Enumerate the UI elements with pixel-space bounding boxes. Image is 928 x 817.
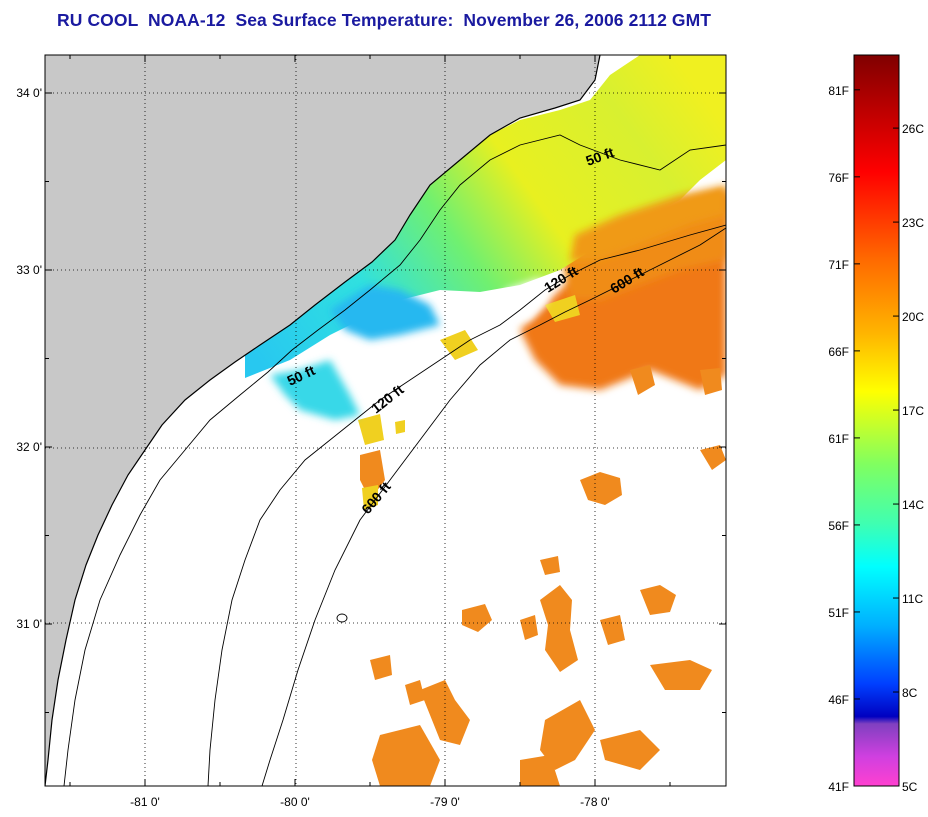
yellow-patches: [358, 295, 580, 510]
colorbar-f-label: 81F: [828, 84, 849, 98]
colorbar-c-label: 20C: [902, 310, 924, 324]
lon-tick-label: -80 0': [280, 795, 310, 809]
colorbar-f-label: 51F: [828, 606, 849, 620]
colorbar-c-label: 11C: [902, 592, 923, 606]
axis-ticks: 34 0' 33 0' 32 0' 31 0' -81 0' -80 0' -79 0' -7…: [16, 55, 726, 809]
contour-600ft: [261, 227, 726, 786]
lon-tick-label: -81 0': [130, 795, 160, 809]
colorbar-c-label: 23C: [902, 216, 924, 230]
contour-120ft: [207, 224, 726, 786]
lon-tick-label: -79 0': [430, 795, 460, 809]
coastline: [45, 55, 601, 786]
scattered-warm-patches: [360, 365, 726, 786]
colorbar-f-label: 61F: [828, 432, 849, 446]
map-title: RU COOL NOAA-12 Sea Surface Temperature:…: [57, 10, 712, 30]
lat-tick-label: 31 0': [16, 617, 42, 631]
colorbar-c-label: 8C: [902, 686, 918, 700]
colorbar-c-label: 14C: [902, 498, 924, 512]
colorbar-f-label: 66F: [828, 345, 849, 359]
colorbar-f-label: 41F: [828, 780, 849, 794]
lon-tick-label: -78 0': [580, 795, 610, 809]
lat-tick-label: 32 0': [16, 440, 42, 454]
contour-50ft: [63, 134, 726, 786]
cold-water-core: [330, 285, 440, 340]
colorbar-f-label: 46F: [828, 693, 849, 707]
lat-tick-label: 34 0': [16, 86, 42, 100]
colorbar-c-label: 17C: [902, 404, 924, 418]
lat-tick-label: 33 0': [16, 263, 42, 277]
colorbar-f-label: 56F: [828, 519, 849, 533]
graticule: [45, 55, 726, 786]
cool-water-lobe: [270, 360, 360, 420]
colorbar-f-label: 71F: [828, 258, 849, 272]
map-frame: [44, 54, 727, 787]
colorbar-f-label: 76F: [828, 171, 849, 185]
land: [45, 55, 600, 786]
colorbar-c-label: 5C: [902, 780, 918, 794]
colorbar-ticks: 81F 76F 71F 66F 61F 56F 51F 46F 41F 26C 23C 20C 17C 1…: [828, 84, 924, 794]
colorbar-c-label: 26C: [902, 122, 924, 136]
colorbar-gradient: [853, 54, 900, 787]
